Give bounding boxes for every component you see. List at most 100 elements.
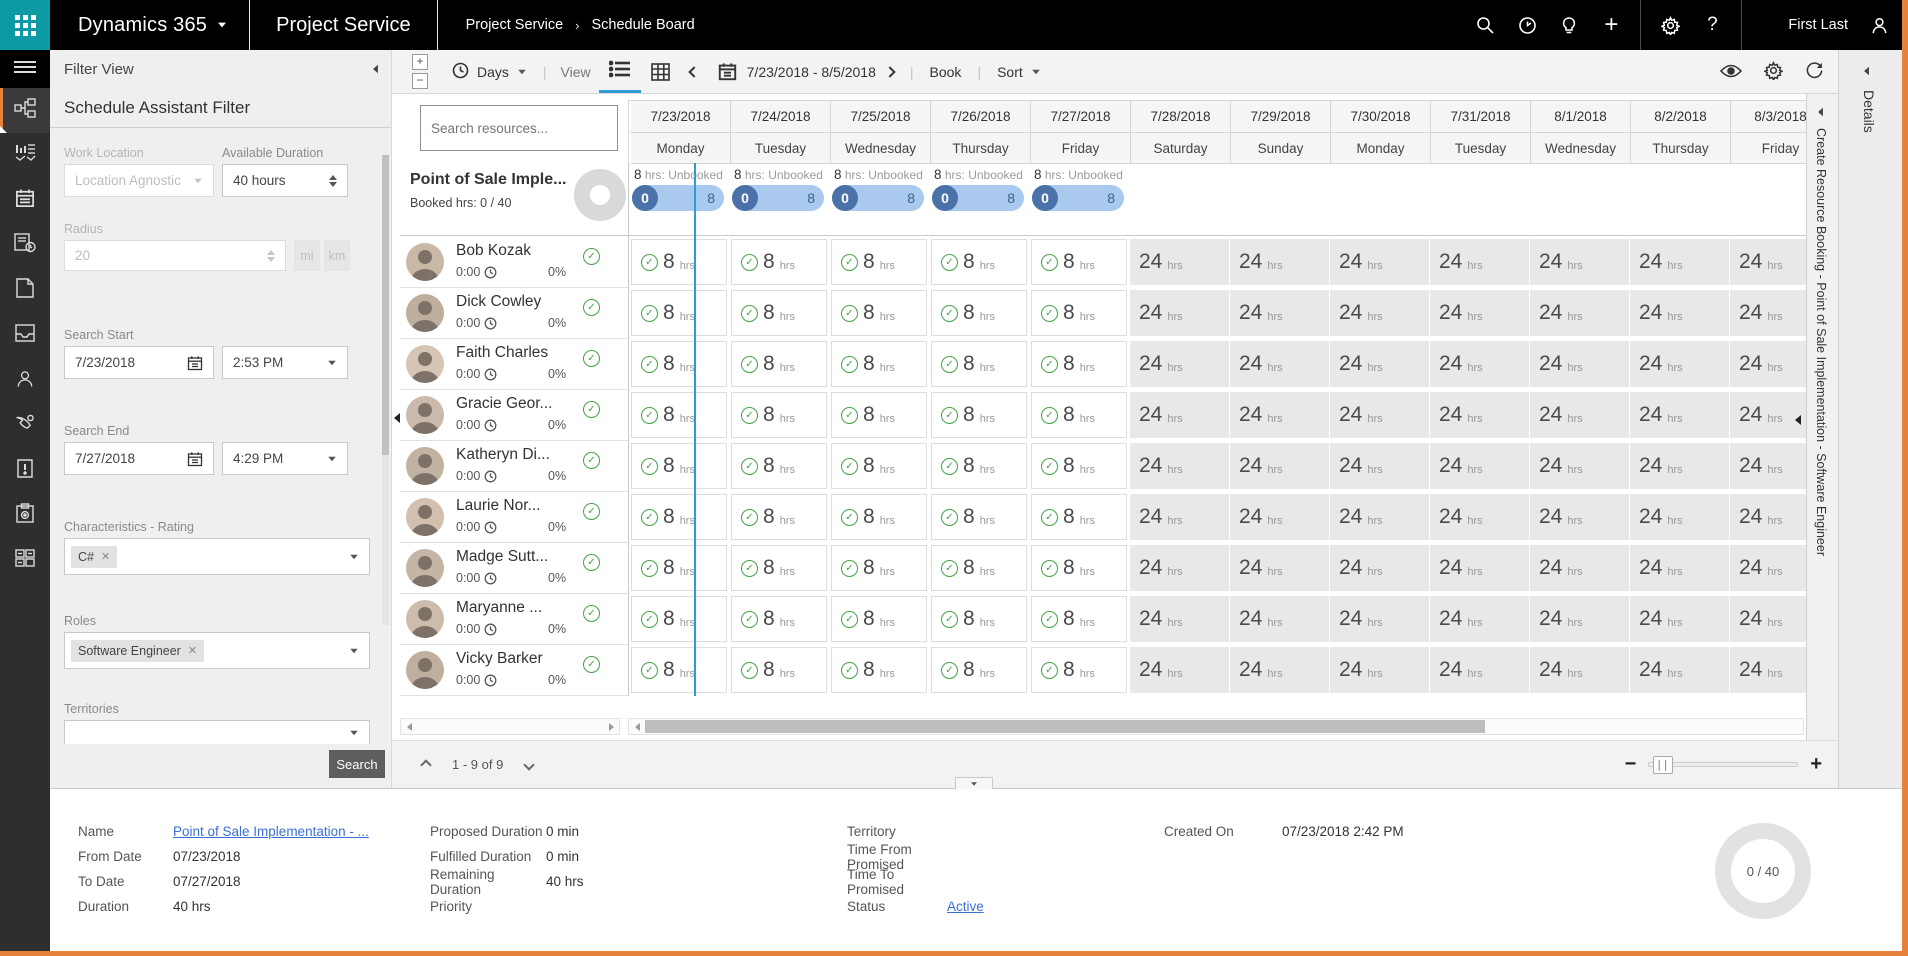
- availability-cell-filtered[interactable]: ✓ 8 hrs: [831, 494, 927, 540]
- availability-cell[interactable]: 24 hrs: [1130, 443, 1229, 489]
- availability-cell-filtered[interactable]: ✓ 8 hrs: [1031, 596, 1127, 642]
- available-duration-input[interactable]: 40 hours: [222, 164, 348, 197]
- search-start-date-input[interactable]: 7/23/2018: [64, 346, 214, 379]
- zoom-out-icon[interactable]: −: [1624, 753, 1637, 775]
- user-avatar-icon[interactable]: [1858, 0, 1900, 50]
- availability-cell-filtered[interactable]: ✓ 8 hrs: [931, 392, 1027, 438]
- scroll-left-icon[interactable]: [629, 722, 645, 731]
- availability-cell-filtered[interactable]: ✓ 8 hrs: [731, 647, 827, 693]
- availability-cell-filtered[interactable]: ✓ 8 hrs: [631, 596, 727, 642]
- availability-cell[interactable]: 24 hrs: [1630, 545, 1729, 591]
- sidebar-item-projects[interactable]: [0, 493, 50, 538]
- resource-row[interactable]: Maryanne ... ✓ 0:00 0%: [400, 594, 628, 645]
- zoom-in-button[interactable]: +: [412, 54, 428, 70]
- sidebar-item-service-calls[interactable]: [0, 403, 50, 448]
- availability-cell[interactable]: 24 hrs: [1430, 239, 1529, 285]
- remove-tag-icon[interactable]: ✕: [100, 551, 111, 563]
- lightbulb-icon[interactable]: [1548, 0, 1590, 50]
- sidebar-item-sales-dashboard[interactable]: [0, 133, 50, 178]
- availability-cell-filtered[interactable]: ✓ 8 hrs: [831, 647, 927, 693]
- availability-cell[interactable]: 24 hrs: [1630, 494, 1729, 540]
- availability-cell-filtered[interactable]: ✓ 8 hrs: [931, 341, 1027, 387]
- stepper-arrows-icon[interactable]: [329, 174, 337, 187]
- availability-cell-filtered[interactable]: ✓ 8 hrs: [1031, 239, 1127, 285]
- availability-cell[interactable]: 24 hrs: [1230, 647, 1329, 693]
- breadcrumb-page[interactable]: Schedule Board: [591, 17, 695, 33]
- filter-collapse-arrow-icon[interactable]: [372, 62, 379, 80]
- filter-panel-handle-icon[interactable]: [394, 410, 400, 428]
- stepper-arrows-icon[interactable]: [267, 249, 275, 262]
- availability-cell-filtered[interactable]: ✓ 8 hrs: [631, 290, 727, 336]
- search-button[interactable]: Search: [329, 750, 385, 778]
- availability-cell[interactable]: 24 hrs: [1530, 239, 1629, 285]
- radius-input[interactable]: 20: [64, 240, 286, 271]
- availability-cell[interactable]: 24 hrs: [1430, 545, 1529, 591]
- availability-cell-filtered[interactable]: ✓ 8 hrs: [1031, 290, 1127, 336]
- availability-cell-filtered[interactable]: ✓ 8 hrs: [831, 239, 927, 285]
- availability-cell[interactable]: 24 hrs: [1530, 443, 1629, 489]
- availability-cell[interactable]: 24 hrs: [1230, 545, 1329, 591]
- availability-cell[interactable]: 24 hrs: [1430, 290, 1529, 336]
- availability-cell[interactable]: 24 hrs: [1230, 494, 1329, 540]
- scroll-right-icon[interactable]: [603, 722, 619, 731]
- add-icon[interactable]: +: [1604, 11, 1619, 38]
- availability-cell-filtered[interactable]: ✓ 8 hrs: [831, 290, 927, 336]
- availability-cell-filtered[interactable]: ✓ 8 hrs: [731, 239, 827, 285]
- gantt-hscrollbar[interactable]: [628, 718, 1804, 735]
- sidebar-item-time-entries[interactable]: [0, 223, 50, 268]
- availability-cell[interactable]: 24 hrs: [1530, 392, 1629, 438]
- sidebar-item-resource-utilization[interactable]: [0, 538, 50, 583]
- calendar-icon[interactable]: [708, 50, 747, 93]
- sidebar-item-schedule-board[interactable]: [0, 88, 50, 133]
- app-launcher-button[interactable]: [0, 0, 50, 50]
- booking-panel-handle-icon[interactable]: [1795, 412, 1801, 430]
- resource-search-input[interactable]: [431, 120, 608, 136]
- availability-cell[interactable]: 24 hrs: [1330, 647, 1429, 693]
- user-name[interactable]: First Last: [1788, 17, 1848, 33]
- availability-cell-filtered[interactable]: ✓ 8 hrs: [1031, 494, 1127, 540]
- resource-row[interactable]: Gracie Geor... ✓ 0:00 0%: [400, 390, 628, 441]
- availability-cell-filtered[interactable]: ✓ 8 hrs: [1031, 545, 1127, 591]
- availability-cell-filtered[interactable]: ✓ 8 hrs: [1031, 392, 1127, 438]
- availability-cell-filtered[interactable]: ✓ 8 hrs: [931, 290, 1027, 336]
- previous-range-button[interactable]: [680, 50, 708, 93]
- availability-cell-filtered[interactable]: ✓ 8 hrs: [831, 596, 927, 642]
- availability-cell[interactable]: 24 hrs: [1530, 596, 1629, 642]
- search-icon[interactable]: [1464, 0, 1506, 50]
- resource-row[interactable]: Dick Cowley ✓ 0:00 0%: [400, 288, 628, 339]
- scrollbar-thumb[interactable]: [645, 720, 1485, 733]
- app-name-tile[interactable]: Project Service: [276, 13, 411, 36]
- availability-cell-filtered[interactable]: ✓ 8 hrs: [731, 596, 827, 642]
- roles-combobox[interactable]: Software Engineer ✕: [64, 632, 370, 669]
- availability-cell[interactable]: 24 hrs: [1230, 239, 1329, 285]
- availability-cell[interactable]: 24 hrs: [1530, 290, 1629, 336]
- refresh-icon[interactable]: [1805, 61, 1824, 83]
- availability-cell[interactable]: 24 hrs: [1330, 443, 1429, 489]
- availability-cell[interactable]: 24 hrs: [1430, 341, 1529, 387]
- scroll-left-icon[interactable]: [401, 722, 417, 731]
- radius-unit-mi-button[interactable]: mi: [294, 240, 320, 271]
- board-settings-gear-icon[interactable]: [1763, 60, 1784, 83]
- availability-cell-filtered[interactable]: ✓ 8 hrs: [731, 290, 827, 336]
- remove-tag-icon[interactable]: ✕: [187, 645, 198, 657]
- availability-cell[interactable]: 24 hrs: [1330, 290, 1429, 336]
- availability-cell[interactable]: 24 hrs: [1630, 443, 1729, 489]
- expand-booking-panel-icon[interactable]: [1818, 107, 1823, 117]
- availability-cell[interactable]: 24 hrs: [1230, 596, 1329, 642]
- grid-view-icon[interactable]: [641, 50, 680, 93]
- page-down-icon[interactable]: [523, 758, 535, 771]
- availability-cell[interactable]: 24 hrs: [1530, 647, 1629, 693]
- filter-scrollbar[interactable]: [382, 155, 389, 625]
- resource-row[interactable]: Madge Sutt... ✓ 0:00 0%: [400, 543, 628, 594]
- availability-cell[interactable]: 24 hrs: [1630, 392, 1729, 438]
- availability-cell-filtered[interactable]: ✓ 8 hrs: [631, 494, 727, 540]
- availability-cell[interactable]: 24 hrs: [1630, 647, 1729, 693]
- availability-cell[interactable]: 24 hrs: [1330, 239, 1429, 285]
- project-row-header[interactable]: Point of Sale Imple... Booked hrs: 0 / 4…: [400, 163, 628, 236]
- availability-cell[interactable]: 24 hrs: [1530, 341, 1629, 387]
- breadcrumb-app[interactable]: Project Service: [465, 17, 564, 33]
- availability-cell[interactable]: 24 hrs: [1130, 494, 1229, 540]
- search-start-time-select[interactable]: 2:53 PM: [222, 346, 348, 379]
